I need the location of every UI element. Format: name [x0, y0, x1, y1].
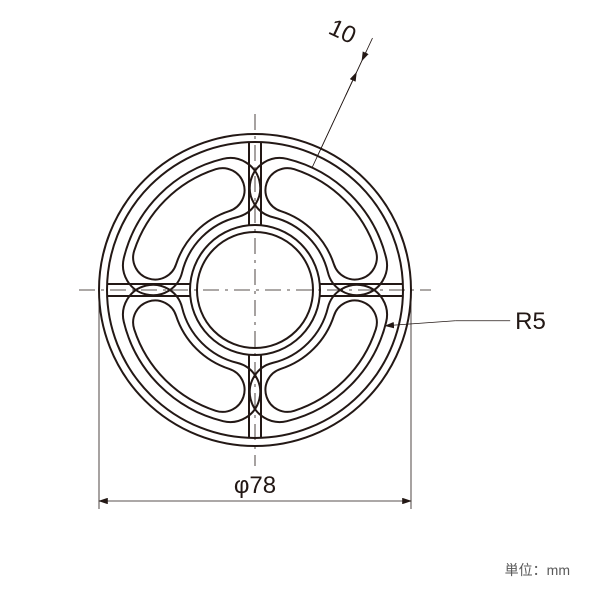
width-label: 10 [325, 14, 361, 50]
radius-label: R5 [515, 308, 546, 335]
diameter-label: φ78 [234, 472, 276, 499]
unit-label: 単位：mm [505, 560, 570, 580]
